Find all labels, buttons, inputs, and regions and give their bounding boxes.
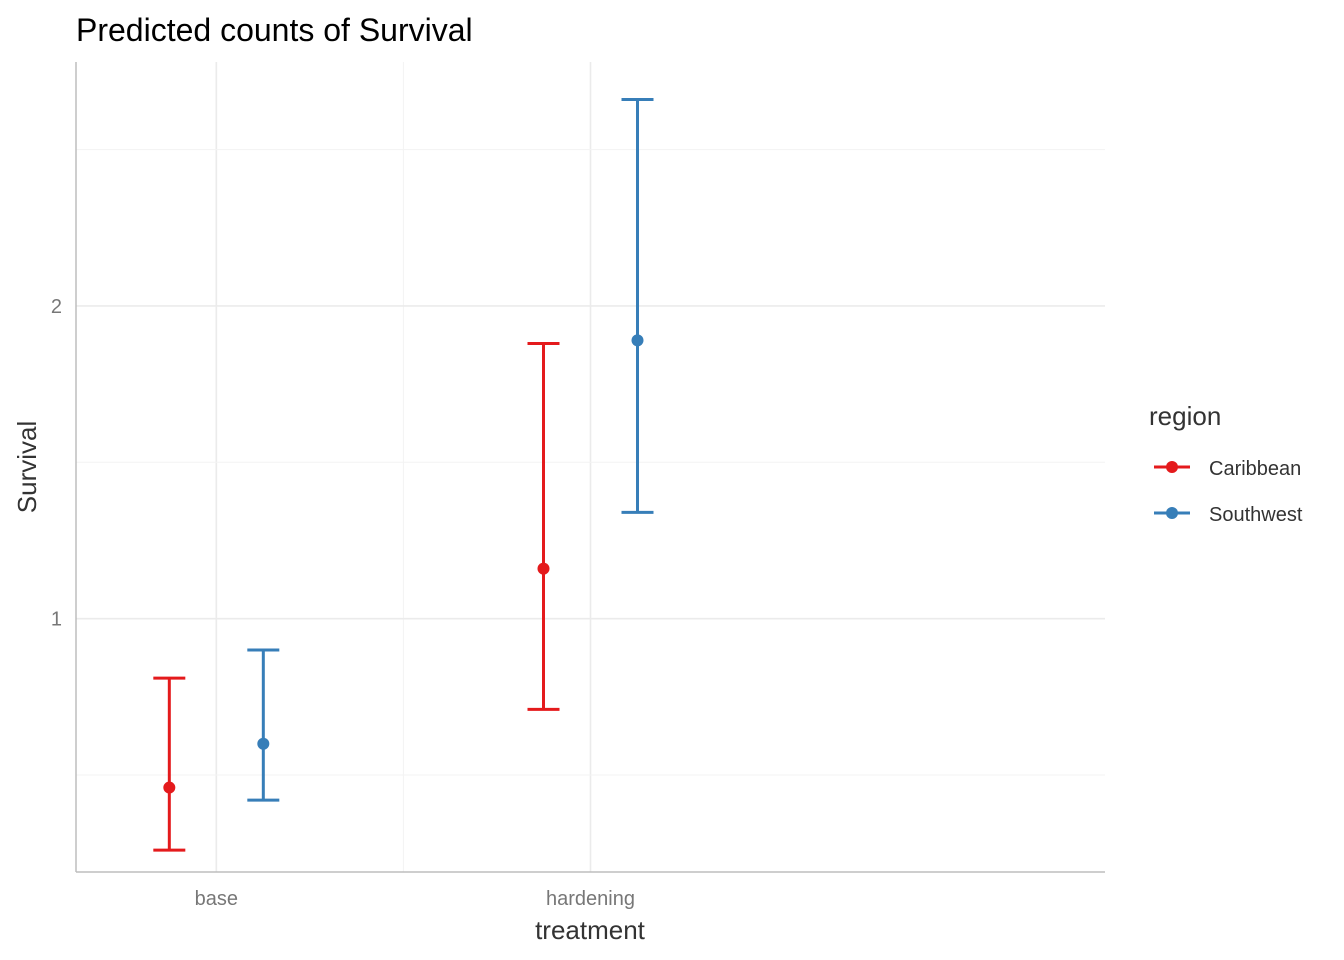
- legend-label-southwest: Southwest: [1209, 504, 1303, 526]
- tick-labels: 1 2 base hardening: [51, 296, 635, 910]
- legend-title: region: [1149, 401, 1221, 431]
- legend-key-point: [1166, 507, 1178, 519]
- error-bar-southwest-base: [247, 648, 280, 802]
- error-bar-southwest-hardening: [621, 98, 654, 514]
- error-bar-caribbean-hardening: [527, 341, 560, 711]
- data-point: [631, 334, 644, 347]
- legend-key-point: [1166, 461, 1178, 473]
- data-point: [537, 562, 550, 575]
- error-bar-caribbean-base: [153, 676, 186, 852]
- data-marks: [153, 98, 654, 852]
- y-tick-label: 1: [51, 609, 62, 631]
- axes: [75, 62, 1105, 873]
- x-tick-label: base: [195, 888, 238, 910]
- data-point: [257, 737, 270, 750]
- grid: [76, 62, 1105, 872]
- y-axis-title: Survival: [12, 421, 42, 513]
- chart-title: Predicted counts of Survival: [76, 12, 473, 48]
- y-tick-label: 2: [51, 296, 62, 318]
- legend-label-caribbean: Caribbean: [1209, 458, 1301, 480]
- x-tick-label: hardening: [546, 888, 635, 910]
- legend: region Caribbean Southwest: [1149, 401, 1303, 526]
- data-point: [163, 781, 176, 794]
- x-axis-title: treatment: [535, 915, 646, 945]
